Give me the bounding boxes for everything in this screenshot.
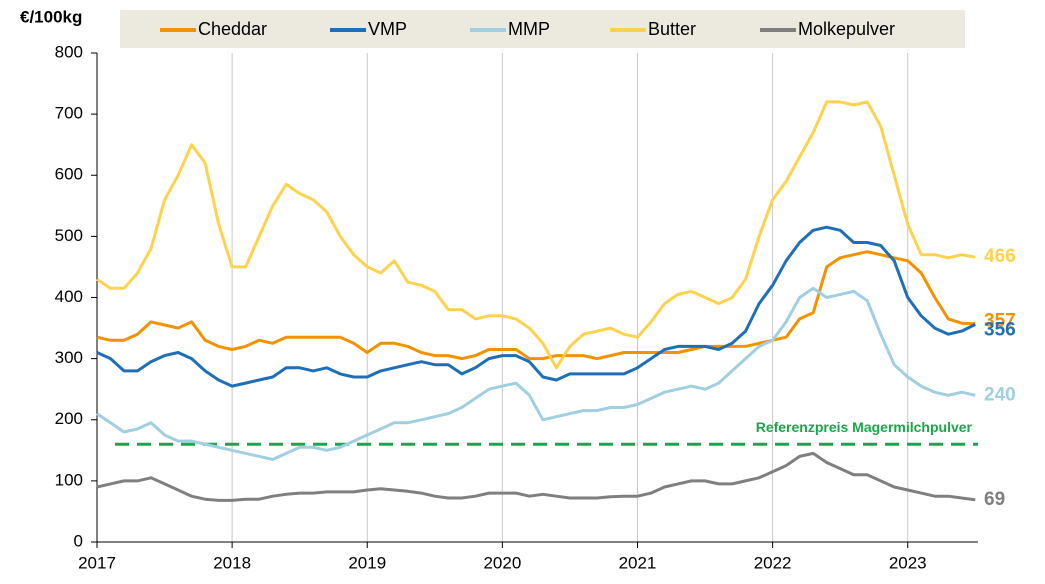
x-tick-label: 2021 (619, 553, 657, 572)
end-label: 69 (984, 489, 1005, 510)
y-tick-label: 500 (55, 226, 83, 245)
y-tick-label: 800 (55, 42, 83, 61)
y-tick-label: 300 (55, 348, 83, 367)
x-tick-label: 2023 (889, 553, 927, 572)
end-label: 466 (984, 246, 1016, 267)
y-tick-label: 200 (55, 409, 83, 428)
x-tick-label: 2022 (754, 553, 792, 572)
end-label: 240 (984, 384, 1016, 405)
y-tick-label: 0 (74, 531, 83, 550)
end-label: 357 (984, 310, 1016, 331)
legend-box (120, 10, 965, 48)
legend-label: Cheddar (198, 19, 267, 39)
x-tick-label: 2018 (213, 553, 251, 572)
reference-label: Referenzpreis Magermilchpulver (756, 419, 973, 435)
x-tick-label: 2019 (348, 553, 386, 572)
end-label: 356 (984, 319, 1016, 340)
legend-label: Molkepulver (798, 19, 895, 39)
y-tick-label: 600 (55, 165, 83, 184)
y-axis-label: €/100kg (20, 7, 82, 26)
legend-label: Butter (648, 19, 696, 39)
y-tick-label: 700 (55, 104, 83, 123)
x-tick-label: 2020 (483, 553, 521, 572)
y-tick-label: 400 (55, 287, 83, 306)
series-line (96, 286, 976, 461)
series-line (96, 100, 976, 370)
series-line (96, 250, 976, 361)
x-tick-label: 2017 (78, 553, 116, 572)
legend-label: MMP (508, 19, 550, 39)
series-line (96, 451, 976, 502)
series-line (96, 225, 976, 388)
legend-label: VMP (368, 19, 407, 39)
y-tick-label: 100 (55, 470, 83, 489)
